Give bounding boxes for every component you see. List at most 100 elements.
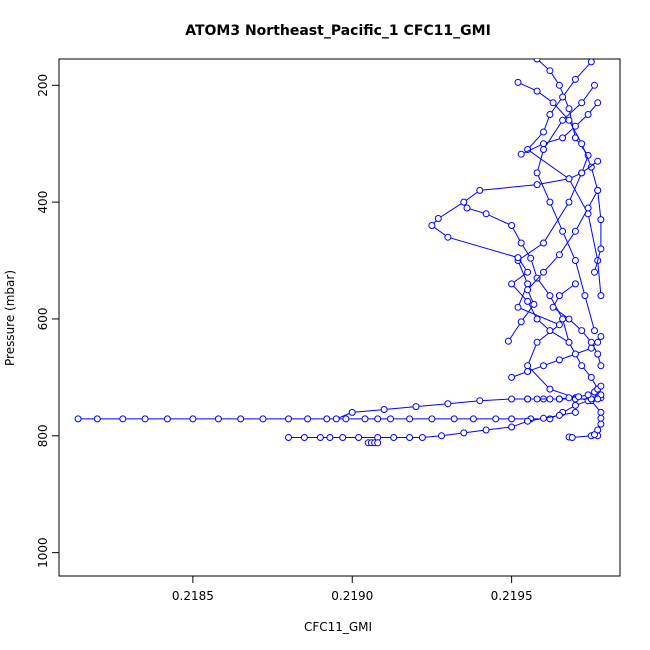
series-5	[428, 157, 602, 346]
series-16	[524, 382, 605, 403]
data-point	[571, 280, 579, 288]
data-point	[517, 318, 525, 326]
data-point	[559, 134, 567, 142]
series-line	[526, 61, 602, 296]
data-point	[339, 434, 347, 441]
series-13	[285, 408, 579, 441]
data-point	[444, 233, 452, 241]
data-point	[361, 415, 369, 423]
series-10	[508, 333, 605, 381]
data-point	[434, 215, 442, 222]
data-point	[540, 362, 547, 370]
data-point	[285, 434, 292, 441]
data-point	[559, 227, 567, 235]
data-point	[380, 406, 388, 413]
data-point	[469, 415, 477, 423]
data-point	[555, 411, 563, 419]
data-point	[597, 292, 605, 300]
data-point	[93, 415, 101, 423]
chart-title: ATOM3 Northeast_Pacific_1 CFC11_GMI	[185, 23, 491, 39]
data-point	[549, 99, 557, 107]
data-point	[508, 280, 516, 288]
data-point	[584, 204, 592, 212]
data-point	[540, 268, 547, 276]
data-point	[326, 434, 334, 441]
data-point	[565, 338, 573, 346]
data-point	[597, 408, 605, 416]
data-point	[406, 434, 414, 441]
data-point	[594, 350, 602, 358]
data-point	[565, 198, 573, 206]
data-point	[594, 186, 602, 194]
data-point	[348, 408, 356, 416]
data-point	[587, 163, 595, 171]
data-point	[559, 93, 567, 101]
data-point	[571, 350, 579, 358]
data-point	[568, 434, 576, 441]
data-point	[504, 337, 512, 345]
data-point	[584, 111, 592, 118]
data-point	[524, 268, 532, 276]
data-point	[285, 415, 292, 423]
data-point	[587, 338, 595, 346]
data-point	[524, 362, 532, 370]
data-point	[594, 157, 602, 165]
series-8	[549, 280, 605, 370]
data-point	[594, 395, 602, 403]
x-tick-label: 0.2195	[491, 589, 533, 603]
data-point	[460, 198, 468, 206]
data-point	[546, 111, 554, 118]
data-point	[460, 429, 468, 437]
data-point	[74, 415, 82, 423]
data-point	[524, 280, 532, 288]
data-point	[517, 239, 525, 247]
data-point	[524, 286, 532, 294]
data-point	[508, 395, 516, 403]
data-point	[374, 415, 382, 423]
series-15	[565, 420, 605, 441]
data-point	[565, 315, 573, 323]
series-9	[533, 81, 598, 335]
data-point	[571, 75, 579, 83]
plot-frame	[58, 58, 621, 577]
data-point	[546, 67, 554, 75]
data-point	[517, 150, 525, 158]
y-tick-label: 200	[36, 74, 50, 97]
data-point	[482, 210, 490, 218]
data-point	[597, 414, 605, 422]
x-tick-label: 0.2185	[172, 589, 214, 603]
data-point	[597, 362, 605, 370]
data-point	[555, 251, 563, 259]
data-point	[565, 116, 573, 124]
data-point	[304, 415, 312, 423]
data-point	[438, 432, 445, 440]
data-point	[508, 423, 516, 431]
data-point	[387, 415, 394, 423]
data-point	[571, 227, 579, 235]
data-point	[555, 356, 563, 364]
data-point	[578, 169, 586, 177]
x-axis-label: CFC11_GMI	[304, 620, 372, 634]
data-point	[390, 434, 398, 441]
data-point	[214, 415, 222, 423]
series-7	[504, 186, 602, 345]
data-point	[565, 105, 573, 113]
data-point	[591, 268, 598, 276]
data-point	[406, 415, 414, 423]
data-point	[546, 327, 554, 335]
series-line	[431, 160, 598, 343]
data-point	[549, 303, 557, 311]
data-point	[578, 99, 586, 107]
data-point	[571, 122, 579, 130]
data-point	[533, 274, 541, 282]
data-point	[332, 415, 340, 423]
data-point	[571, 257, 579, 264]
data-point	[587, 59, 595, 66]
series-14	[364, 439, 382, 447]
data-point	[594, 99, 602, 107]
data-point	[508, 415, 516, 423]
y-tick-label: 400	[36, 191, 50, 214]
data-point	[591, 431, 598, 439]
data-point	[555, 81, 563, 89]
